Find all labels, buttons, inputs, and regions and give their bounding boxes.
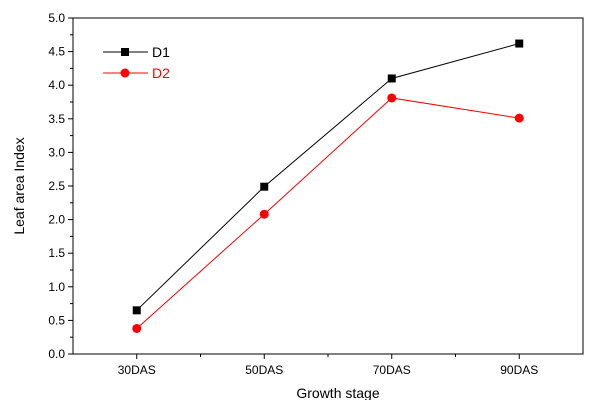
legend-label-d2: D2 [152, 65, 170, 81]
data-point-d2 [387, 93, 397, 103]
x-tick-label: 70DAS [373, 363, 411, 377]
y-tick-label: 0.5 [48, 313, 65, 327]
y-tick-label: 3.0 [48, 145, 65, 159]
legend-marker-d1 [121, 48, 129, 56]
data-point-d2 [132, 323, 142, 333]
data-point-d1 [260, 182, 269, 191]
y-axis-title: Leaf area Index [11, 137, 27, 234]
x-tick-label: 90DAS [500, 363, 538, 377]
x-axis-title: Growth stage [296, 385, 379, 400]
series-line-d1 [136, 43, 520, 311]
legend-label-d1: D1 [152, 44, 170, 60]
y-tick-label: 2.0 [48, 213, 65, 227]
x-tick-label: 50DAS [245, 363, 283, 377]
y-tick-label: 1.0 [48, 280, 65, 294]
y-tick-label: 0.0 [48, 347, 65, 361]
axes-layer: 0.0 0.5 1.0 1.5 2.0 2.5 3.0 3.5 4.0 4.5 5.0 30DAS 50… [48, 11, 584, 377]
data-point-d2 [514, 113, 524, 123]
y-tick-label: 3.5 [48, 112, 65, 126]
data-point-d1 [515, 39, 524, 48]
y-tick-label: 4.5 [48, 45, 65, 59]
y-tick-label: 5.0 [48, 11, 65, 25]
y-tick-label: 2.5 [48, 179, 65, 193]
plot-frame [72, 17, 584, 355]
series-layer [132, 39, 524, 333]
data-point-d1 [387, 74, 396, 83]
data-point-d2 [259, 209, 269, 219]
series-line-d2 [136, 97, 520, 329]
data-point-d1 [132, 306, 141, 315]
y-tick-label: 4.0 [48, 78, 65, 92]
legend-marker-d2 [120, 68, 130, 78]
y-tick-label: 1.5 [48, 246, 65, 260]
x-tick-label: 30DAS [118, 363, 156, 377]
